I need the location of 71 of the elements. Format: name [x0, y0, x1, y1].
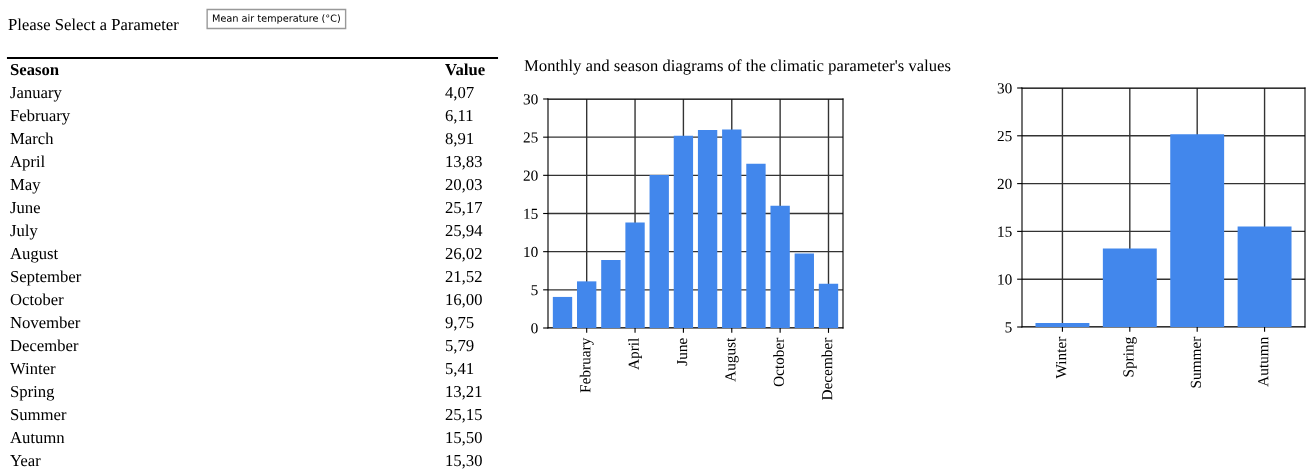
y-tick-label: 30	[523, 94, 538, 105]
x-tick-label: December	[821, 337, 833, 401]
text: 8,91	[445, 132, 474, 147]
bar	[577, 281, 597, 328]
text: June	[10, 202, 40, 214]
text: November	[10, 316, 81, 329]
text: Summer	[11, 408, 67, 421]
bar	[649, 175, 669, 328]
text: 21,52	[445, 270, 482, 285]
x-tick-label: Winter	[1055, 336, 1067, 379]
bar	[770, 205, 790, 328]
y-tick-label: 10	[524, 246, 538, 258]
text: February	[10, 109, 71, 125]
text: April	[10, 155, 45, 171]
text: 26,02	[445, 247, 482, 262]
y-tick-label: 25	[997, 130, 1012, 142]
text: July	[10, 224, 38, 240]
text: 5,79	[445, 339, 474, 354]
x-tick-label: February	[579, 337, 594, 393]
y-tick-label: 15	[524, 208, 538, 219]
text: 15,50	[446, 431, 482, 446]
text: 4,07	[445, 86, 474, 101]
bar	[552, 296, 573, 328]
y-tick-label: 10	[998, 274, 1012, 285]
bar	[625, 222, 645, 328]
text: Autumn	[10, 432, 65, 444]
text: 9,75	[445, 316, 474, 331]
text: 25,15	[445, 408, 482, 423]
bar	[673, 135, 694, 328]
bar	[818, 283, 839, 328]
text: Please Select a Parameter	[8, 18, 179, 31]
y-tick-label: 20	[997, 178, 1012, 190]
bar	[697, 129, 718, 328]
text: January	[10, 87, 62, 102]
text: 15,30	[446, 454, 482, 469]
text: Mean air temperature (°C)	[212, 14, 340, 24]
y-tick-label: 0	[531, 323, 538, 334]
x-tick-label: Spring	[1123, 337, 1137, 377]
text: March	[10, 132, 54, 145]
x-tick-label: August	[725, 337, 739, 382]
text: 20,03	[445, 178, 482, 193]
x-tick-label: June	[677, 338, 688, 366]
text: 6,11	[445, 109, 473, 124]
x-tick-label: April	[628, 338, 642, 370]
bar	[601, 259, 621, 328]
text: Value	[445, 63, 485, 76]
text: September	[11, 270, 82, 286]
chart-title: Monthly and season diagrams of the climatic parameter's values	[524, 59, 951, 75]
x-tick-label: October	[773, 337, 784, 387]
text: 13,83	[446, 155, 482, 170]
text: Season	[10, 63, 59, 76]
y-tick-label: 5	[531, 285, 538, 296]
text: Year	[10, 455, 41, 467]
y-tick-label: 20	[523, 170, 538, 181]
y-tick-label: 25	[523, 132, 538, 143]
bar	[722, 129, 742, 328]
text: 16,00	[446, 293, 482, 308]
y-tick-label: 30	[997, 83, 1012, 94]
text: 13,21	[446, 385, 482, 400]
y-tick-label: 15	[998, 226, 1012, 237]
x-tick-label: Summer	[1190, 336, 1202, 388]
text: August	[10, 247, 59, 263]
text: 25,94	[445, 224, 483, 239]
bar	[746, 163, 766, 328]
text: 5,41	[445, 363, 474, 377]
bar	[794, 253, 814, 328]
y-tick-label: 5	[1005, 322, 1012, 333]
x-tick-label: Autumn	[1258, 336, 1269, 387]
text: October	[10, 293, 64, 306]
text: May	[10, 179, 41, 194]
text: 25,17	[445, 201, 483, 216]
